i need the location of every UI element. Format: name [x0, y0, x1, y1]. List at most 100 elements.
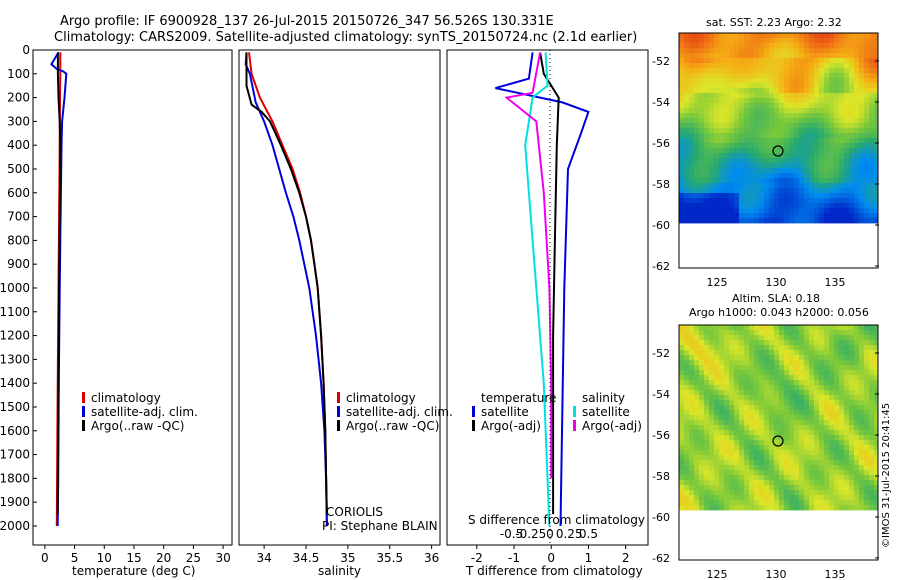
map-cell [794, 485, 800, 491]
map-cell [864, 48, 870, 54]
map-cell [824, 118, 830, 124]
map-cell [759, 178, 765, 184]
map-cell [829, 500, 835, 506]
map-cell [739, 98, 745, 104]
map-cell [794, 370, 800, 376]
map-cell [794, 480, 800, 486]
map-cell [704, 415, 710, 421]
map-cell [859, 350, 865, 356]
depth-tick-label: 1600 [0, 424, 30, 438]
map-cell [754, 355, 760, 361]
map-cell [859, 113, 865, 119]
map-cell [789, 495, 795, 501]
map-cell [689, 385, 695, 391]
map-cell [799, 38, 805, 44]
map-cell [774, 325, 780, 331]
map-cell [779, 88, 785, 94]
map-cell [739, 365, 745, 371]
map-cell [849, 38, 855, 44]
map-cell [709, 365, 715, 371]
map-cell [684, 83, 690, 89]
map-cell [799, 450, 805, 456]
map-cell [779, 505, 785, 511]
map-cell [739, 193, 745, 199]
map-cell [704, 370, 710, 376]
map-cell [719, 143, 725, 149]
map-cell [799, 148, 805, 154]
map-cell [854, 198, 860, 204]
map-cell [759, 390, 765, 396]
map-cell [684, 345, 690, 351]
map-cell [749, 108, 755, 114]
map-cell [804, 188, 810, 194]
map-cell [839, 440, 845, 446]
map-cell [779, 475, 785, 481]
map-cell [774, 133, 780, 139]
map-cell [874, 73, 878, 79]
map-cell [709, 405, 715, 411]
map-cell [839, 335, 845, 341]
map-cell [694, 490, 700, 496]
map-cell [799, 460, 805, 466]
map-cell [739, 48, 745, 54]
map-cell [714, 430, 720, 436]
map-cell [734, 118, 740, 124]
map-cell [864, 143, 870, 149]
map-cell [844, 133, 850, 139]
map-cell [744, 43, 750, 49]
map-cell [854, 33, 860, 39]
map-cell [869, 153, 875, 159]
map-cell [744, 370, 750, 376]
map-cell [839, 355, 845, 361]
map-cell [684, 410, 690, 416]
map-cell [809, 410, 815, 416]
map-cell [774, 330, 780, 336]
map-cell [799, 88, 805, 94]
map-cell [754, 370, 760, 376]
map-cell [834, 490, 840, 496]
series-line [56, 52, 62, 515]
map-cell [729, 193, 735, 199]
map-cell [724, 410, 730, 416]
map-cell [729, 505, 735, 511]
map-cell [799, 335, 805, 341]
map-cell [734, 475, 740, 481]
map-cell [839, 78, 845, 84]
map-cell [819, 405, 825, 411]
map-cell [769, 203, 775, 209]
map-cell [699, 370, 705, 376]
map-cell [824, 193, 830, 199]
map-cell [834, 390, 840, 396]
map-cell [689, 73, 695, 79]
map-cell [844, 103, 850, 109]
map-cell [829, 480, 835, 486]
map-cell [704, 198, 710, 204]
map-cell [689, 68, 695, 74]
map-cell [759, 193, 765, 199]
x-tick-label: 5 [71, 551, 79, 565]
map-cell [789, 163, 795, 169]
map-cell [859, 415, 865, 421]
map-cell [779, 430, 785, 436]
map-cell [834, 485, 840, 491]
map-cell [814, 68, 820, 74]
map-cell [794, 380, 800, 386]
map-cell [694, 410, 700, 416]
map-cell [739, 158, 745, 164]
map-cell [844, 108, 850, 114]
map-cell [699, 355, 705, 361]
map-cell [694, 470, 700, 476]
map-cell [864, 355, 870, 361]
map-cell [734, 455, 740, 461]
map-cell [774, 435, 780, 441]
map-cell [704, 430, 710, 436]
map-cell [759, 123, 765, 129]
map-cell [694, 33, 700, 39]
map-cell [679, 505, 685, 511]
map-cell [769, 103, 775, 109]
map-cell [834, 218, 840, 224]
map-cell [729, 93, 735, 99]
map-cell [839, 158, 845, 164]
map-cell [829, 173, 835, 179]
map-cell [744, 390, 750, 396]
